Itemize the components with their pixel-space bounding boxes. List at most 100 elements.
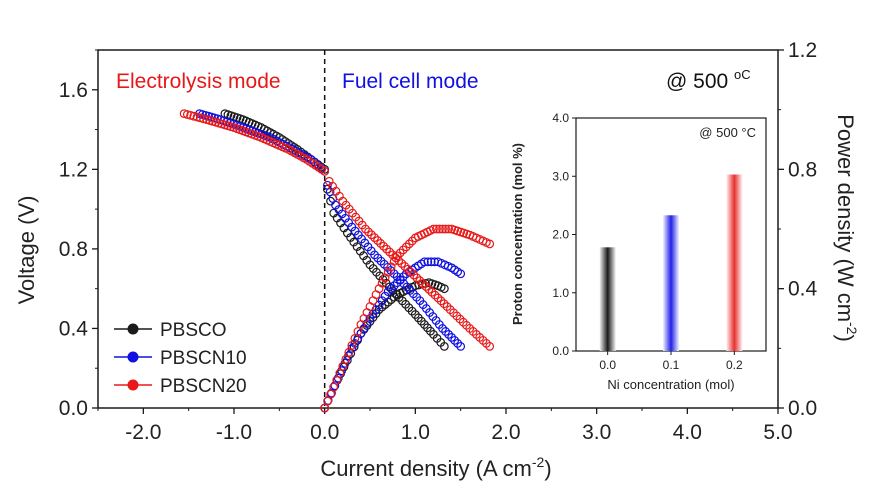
legend-label-pbsco: PBSCO <box>160 320 227 341</box>
inset-title: @ 500 °C <box>699 125 756 140</box>
iv-point-pbscn20 <box>373 236 382 245</box>
power-point-pbscn20 <box>398 245 408 255</box>
x-tick-label: 2.0 <box>491 421 520 444</box>
main-plot: -2.0 -1.0 0.0 1.0 2.0 3.0 4.0 5.00.00.40.81.21.… <box>59 39 818 444</box>
inset-y-tick-label: 0.0 <box>552 344 569 358</box>
iv-point-pbscn20 <box>406 267 416 277</box>
power-point-pbscn10 <box>362 319 372 328</box>
power-point-pbscn10 <box>426 257 436 267</box>
y2-tick-label: 0.8 <box>788 158 817 181</box>
power-point-pbscn10 <box>389 281 399 291</box>
power-point-pbscn10 <box>380 291 390 301</box>
power-point-pbscn10 <box>330 381 340 391</box>
iv-point-pbscn20 <box>361 224 370 234</box>
power-point-pbscn20 <box>441 224 450 234</box>
y2-tick-label: 0.4 <box>788 278 818 301</box>
power-point-pbscn10 <box>392 278 402 288</box>
power-point-pbscn10 <box>327 388 336 398</box>
power-point-pbscn10 <box>383 287 393 297</box>
iv-point-pbscn20 <box>430 290 440 300</box>
power-point-pbscn20 <box>407 236 417 246</box>
y2-tick-label: 0.0 <box>788 397 817 420</box>
y-tick-label: 1.6 <box>59 79 88 102</box>
iv-point-pbscn20 <box>433 293 443 303</box>
power-point-pbsco <box>349 342 359 352</box>
iv-point-pbscn20 <box>439 299 449 309</box>
power-point-pbscn20 <box>444 224 453 234</box>
inset-bar-0-0 <box>599 247 616 351</box>
iv-point-pbscn20 <box>376 238 385 248</box>
power-point-pbscn20 <box>438 224 447 234</box>
iv-point-pbscn10 <box>438 324 447 333</box>
power-point-pbscn20 <box>429 224 438 234</box>
iv-point-pbscn20 <box>424 284 434 294</box>
power-point-pbscn10 <box>377 296 387 306</box>
inset-y-tick-label: 2.0 <box>552 228 569 242</box>
legend-label-pbscn10: PBSCN10 <box>160 348 247 369</box>
x-tick-label: -1.0 <box>216 421 252 444</box>
inset-bar-0-1 <box>663 215 679 351</box>
iv-point-pbscn10 <box>444 330 453 339</box>
power-point-pbscn10 <box>386 284 396 294</box>
iv-point-pbsco <box>439 341 449 351</box>
power-point-pbscn20 <box>392 251 402 261</box>
x-tick-label: 0.0 <box>310 421 339 444</box>
iv-point-pbscn20 <box>382 244 392 254</box>
power-point-pbsco <box>374 305 384 314</box>
iv-point-pbscn10 <box>453 338 463 348</box>
x-tick-label: 1.0 <box>401 421 430 444</box>
power-point-pbscn10 <box>398 272 408 282</box>
fuel-cell-mode-label: Fuel cell mode <box>342 70 479 93</box>
iv-point-pbscn20 <box>427 287 437 297</box>
power-point-pbscn20 <box>435 224 444 234</box>
y2-tick-label: 1.2 <box>788 39 817 62</box>
iv-point-pbscn20 <box>415 276 425 286</box>
y-axis-title: Voltage (V) <box>14 196 39 305</box>
iv-point-pbscn10 <box>441 327 450 336</box>
power-point-pbscn10 <box>333 373 343 383</box>
iv-point-pbscn20 <box>403 264 413 274</box>
inset-y-tick-label: 1.0 <box>552 286 569 300</box>
iv-point-pbscn20 <box>364 227 373 237</box>
legend-label-pbscn20: PBSCN20 <box>160 376 247 397</box>
iv-point-pbscn10 <box>450 335 460 345</box>
power-point-pbscn10 <box>337 366 347 376</box>
power-point-pbsco <box>439 284 449 294</box>
y-tick-label: 0.4 <box>59 317 89 340</box>
inset-y-tick-label: 3.0 <box>552 169 569 183</box>
x-tick-label: -2.0 <box>125 421 161 444</box>
inset-x-axis-title: Ni concentration (mol) <box>607 377 734 392</box>
legend-item-pbscn20: PBSCN20 <box>114 376 247 397</box>
iv-point-pbsco <box>322 184 332 194</box>
inset-x-tick-label: 0.2 <box>726 358 743 372</box>
legend-item-pbscn10: PBSCN10 <box>114 348 247 369</box>
temperature-annotation: @ 500 oC <box>666 67 751 93</box>
x-tick-label: 4.0 <box>673 421 702 444</box>
iv-point-pbscn20 <box>421 282 431 291</box>
iv-point-pbscn20 <box>412 273 422 283</box>
iv-point-pbscn10 <box>447 332 457 342</box>
power-point-pbscn20 <box>401 242 411 252</box>
iv-point-pbscn20 <box>320 166 330 176</box>
inset-y-axis-title: Proton concentration (mol %) <box>510 143 525 325</box>
legend-item-pbsco: PBSCO <box>114 320 227 341</box>
power-point-pbsco <box>389 292 399 302</box>
iv-point-pbscn20 <box>385 247 395 257</box>
x-tick-label: 3.0 <box>582 421 611 444</box>
power-point-pbscn10 <box>423 257 433 267</box>
power-point-pbscn20 <box>432 224 441 234</box>
iv-point-pbscn20 <box>379 241 389 251</box>
inset-y-tick-label: 4.0 <box>552 111 569 125</box>
electrolysis-mode-label: Electrolysis mode <box>116 70 281 93</box>
y-tick-label: 0.8 <box>59 238 88 261</box>
inset-bar-chart: @ 500 °C Ni concentration (mol) Proton c… <box>510 111 767 392</box>
power-point-pbsco <box>346 349 356 358</box>
iv-point-pbscn20 <box>436 296 446 306</box>
iv-point-pbscn20 <box>485 341 495 351</box>
iv-point-pbscn10 <box>456 341 466 351</box>
iv-point-pbscn20 <box>367 230 376 240</box>
y2-axis-title: Power density (W cm-2) <box>833 114 860 342</box>
iv-point-pbscn20 <box>370 233 379 243</box>
power-point-pbscn10 <box>420 257 429 267</box>
